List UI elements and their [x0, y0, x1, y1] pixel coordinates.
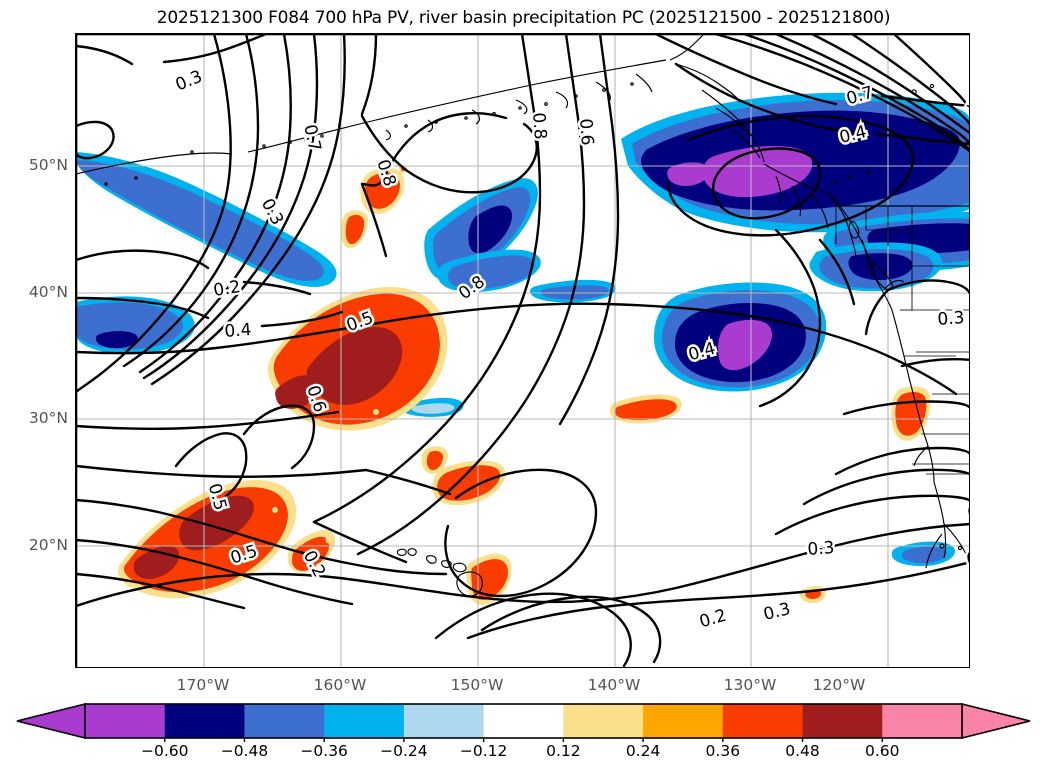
shaded-negative-west-streak — [76, 152, 337, 287]
shaded-negative-bc-lobe — [654, 282, 827, 392]
colorbar-tick-label: 0.48 — [785, 742, 820, 760]
svg-text:0.2: 0.2 — [212, 277, 242, 301]
svg-text:0.8: 0.8 — [528, 112, 550, 140]
shaded-negative-oregon — [809, 242, 943, 292]
contour-map-canvas: 0.30.30.70.70.80.80.30.30.20.20.40.40.80… — [76, 34, 970, 667]
pv-contours — [76, 34, 969, 667]
contour-label: 0.50.5 — [964, 498, 970, 527]
svg-text:0.3: 0.3 — [807, 538, 835, 560]
y-tick-label: 40°N — [28, 283, 68, 301]
shaded-positive-163w-45n — [340, 210, 368, 249]
shaded-positive-155w-29n — [421, 446, 448, 474]
x-tick-label: 130°W — [723, 676, 777, 694]
colorbar-swatch — [802, 704, 883, 738]
contour-label: 0.70.7 — [297, 120, 327, 156]
colorbar-swatch — [164, 704, 245, 738]
svg-text:0.3: 0.3 — [937, 308, 965, 330]
x-tick-label: 150°W — [450, 676, 504, 694]
contour-label: 0.30.3 — [804, 536, 837, 563]
contour-label: 1.41.4 — [960, 89, 970, 124]
svg-text:0.2: 0.2 — [697, 606, 729, 633]
colorbar-tick-label: −0.24 — [380, 742, 428, 760]
y-tick-label: 30°N — [28, 409, 68, 427]
x-tick-label: 120°W — [812, 676, 866, 694]
colorbar-swatch — [722, 704, 804, 738]
svg-text:0.5: 0.5 — [966, 500, 970, 524]
svg-text:0.6: 0.6 — [967, 139, 970, 169]
shaded-positive-central — [267, 286, 448, 431]
shaded-positive-california — [891, 386, 931, 441]
contour-label: 0.30.3 — [934, 306, 967, 333]
y-tick-label: 20°N — [28, 536, 68, 554]
colorbar-extend-high — [961, 702, 1031, 740]
svg-text:0.2: 0.2 — [965, 546, 970, 570]
colorbar-tick-label: 0.60 — [865, 742, 900, 760]
svg-text:0.3: 0.3 — [761, 599, 792, 625]
colorbar-swatch — [643, 704, 724, 738]
colorbar-swatch — [882, 704, 963, 738]
page-title: 2025121300 F084 700 hPa PV, river basin … — [156, 8, 891, 28]
svg-text:0.4: 0.4 — [224, 320, 252, 342]
colorbar-tick-label: −0.60 — [140, 742, 189, 760]
svg-text:0.2: 0.2 — [965, 546, 970, 570]
shaded-negative-145w — [437, 249, 541, 292]
contour-label: 0.80.8 — [526, 109, 553, 142]
shaded-positive-130w-19n — [799, 585, 826, 604]
colorbar-tick-label: 0.36 — [705, 742, 741, 760]
colorbar-tick-label: −0.48 — [220, 742, 269, 760]
x-tick-label: 170°W — [176, 676, 230, 694]
colorbar-tick-label: −0.12 — [459, 742, 508, 760]
colorbar-extend-low — [16, 702, 86, 740]
shaded-negative-central-north — [424, 178, 538, 282]
gridlines — [76, 34, 969, 667]
shaded-negative-120w-19n — [891, 541, 956, 566]
x-tick-label: 140°W — [587, 676, 641, 694]
x-tick-label: 160°W — [313, 676, 367, 694]
svg-text:0.3: 0.3 — [937, 308, 965, 330]
contour-label: 0.20.2 — [695, 603, 732, 635]
shaded-positive-southwest — [117, 480, 297, 599]
svg-text:0.8: 0.8 — [528, 112, 550, 140]
svg-text:1.4: 1.4 — [962, 92, 970, 122]
colorbar-canvas — [16, 702, 1031, 742]
contour-label: 0.20.2 — [210, 275, 245, 304]
colorbar-tick-label: 0.24 — [625, 742, 661, 760]
contour-label: 0.30.3 — [759, 597, 795, 628]
colorbar[interactable]: −0.60 −0.48 −0.36 −0.24 −0.12 0.12 0.24 0.36 0.4… — [0, 700, 1047, 765]
svg-text:0.6: 0.6 — [575, 118, 597, 146]
shaded-positive-140w-34n — [609, 394, 682, 424]
colorbar-swatch — [244, 704, 325, 738]
contour-label: 0.40.4 — [221, 318, 254, 345]
colorbar-swatch — [563, 704, 644, 738]
colorbar-swatch — [85, 704, 166, 738]
contour-label: 0.60.6 — [573, 115, 600, 148]
map-axes[interactable]: 0.3 0.3 0.7 0.7 0.8 0.8 0.3 0.3 0.2 0.2 0.4 0.4 0.8 0… — [75, 33, 970, 668]
contour-label: 0.20.2 — [963, 544, 970, 573]
shaded-negative-left-37n — [76, 296, 195, 355]
colorbar-tick-label: −0.36 — [300, 742, 348, 760]
colorbar-swatch — [324, 704, 405, 738]
svg-text:0.3: 0.3 — [173, 67, 206, 96]
svg-text:0.5: 0.5 — [966, 500, 970, 524]
svg-text:0.3: 0.3 — [807, 538, 835, 560]
svg-text:1.4: 1.4 — [962, 92, 970, 122]
colorbar-swatch — [483, 704, 564, 738]
svg-text:0.4: 0.4 — [224, 320, 252, 342]
y-tick-label: 50°N — [28, 156, 68, 174]
svg-text:0.7: 0.7 — [299, 123, 324, 154]
colorbar-swatch — [403, 704, 485, 738]
svg-text:0.6: 0.6 — [575, 118, 597, 146]
colorbar-tick-label: 0.12 — [546, 742, 581, 760]
shaded-positive-163w-48n — [360, 167, 405, 215]
contour-label: 0.30.3 — [170, 64, 208, 98]
